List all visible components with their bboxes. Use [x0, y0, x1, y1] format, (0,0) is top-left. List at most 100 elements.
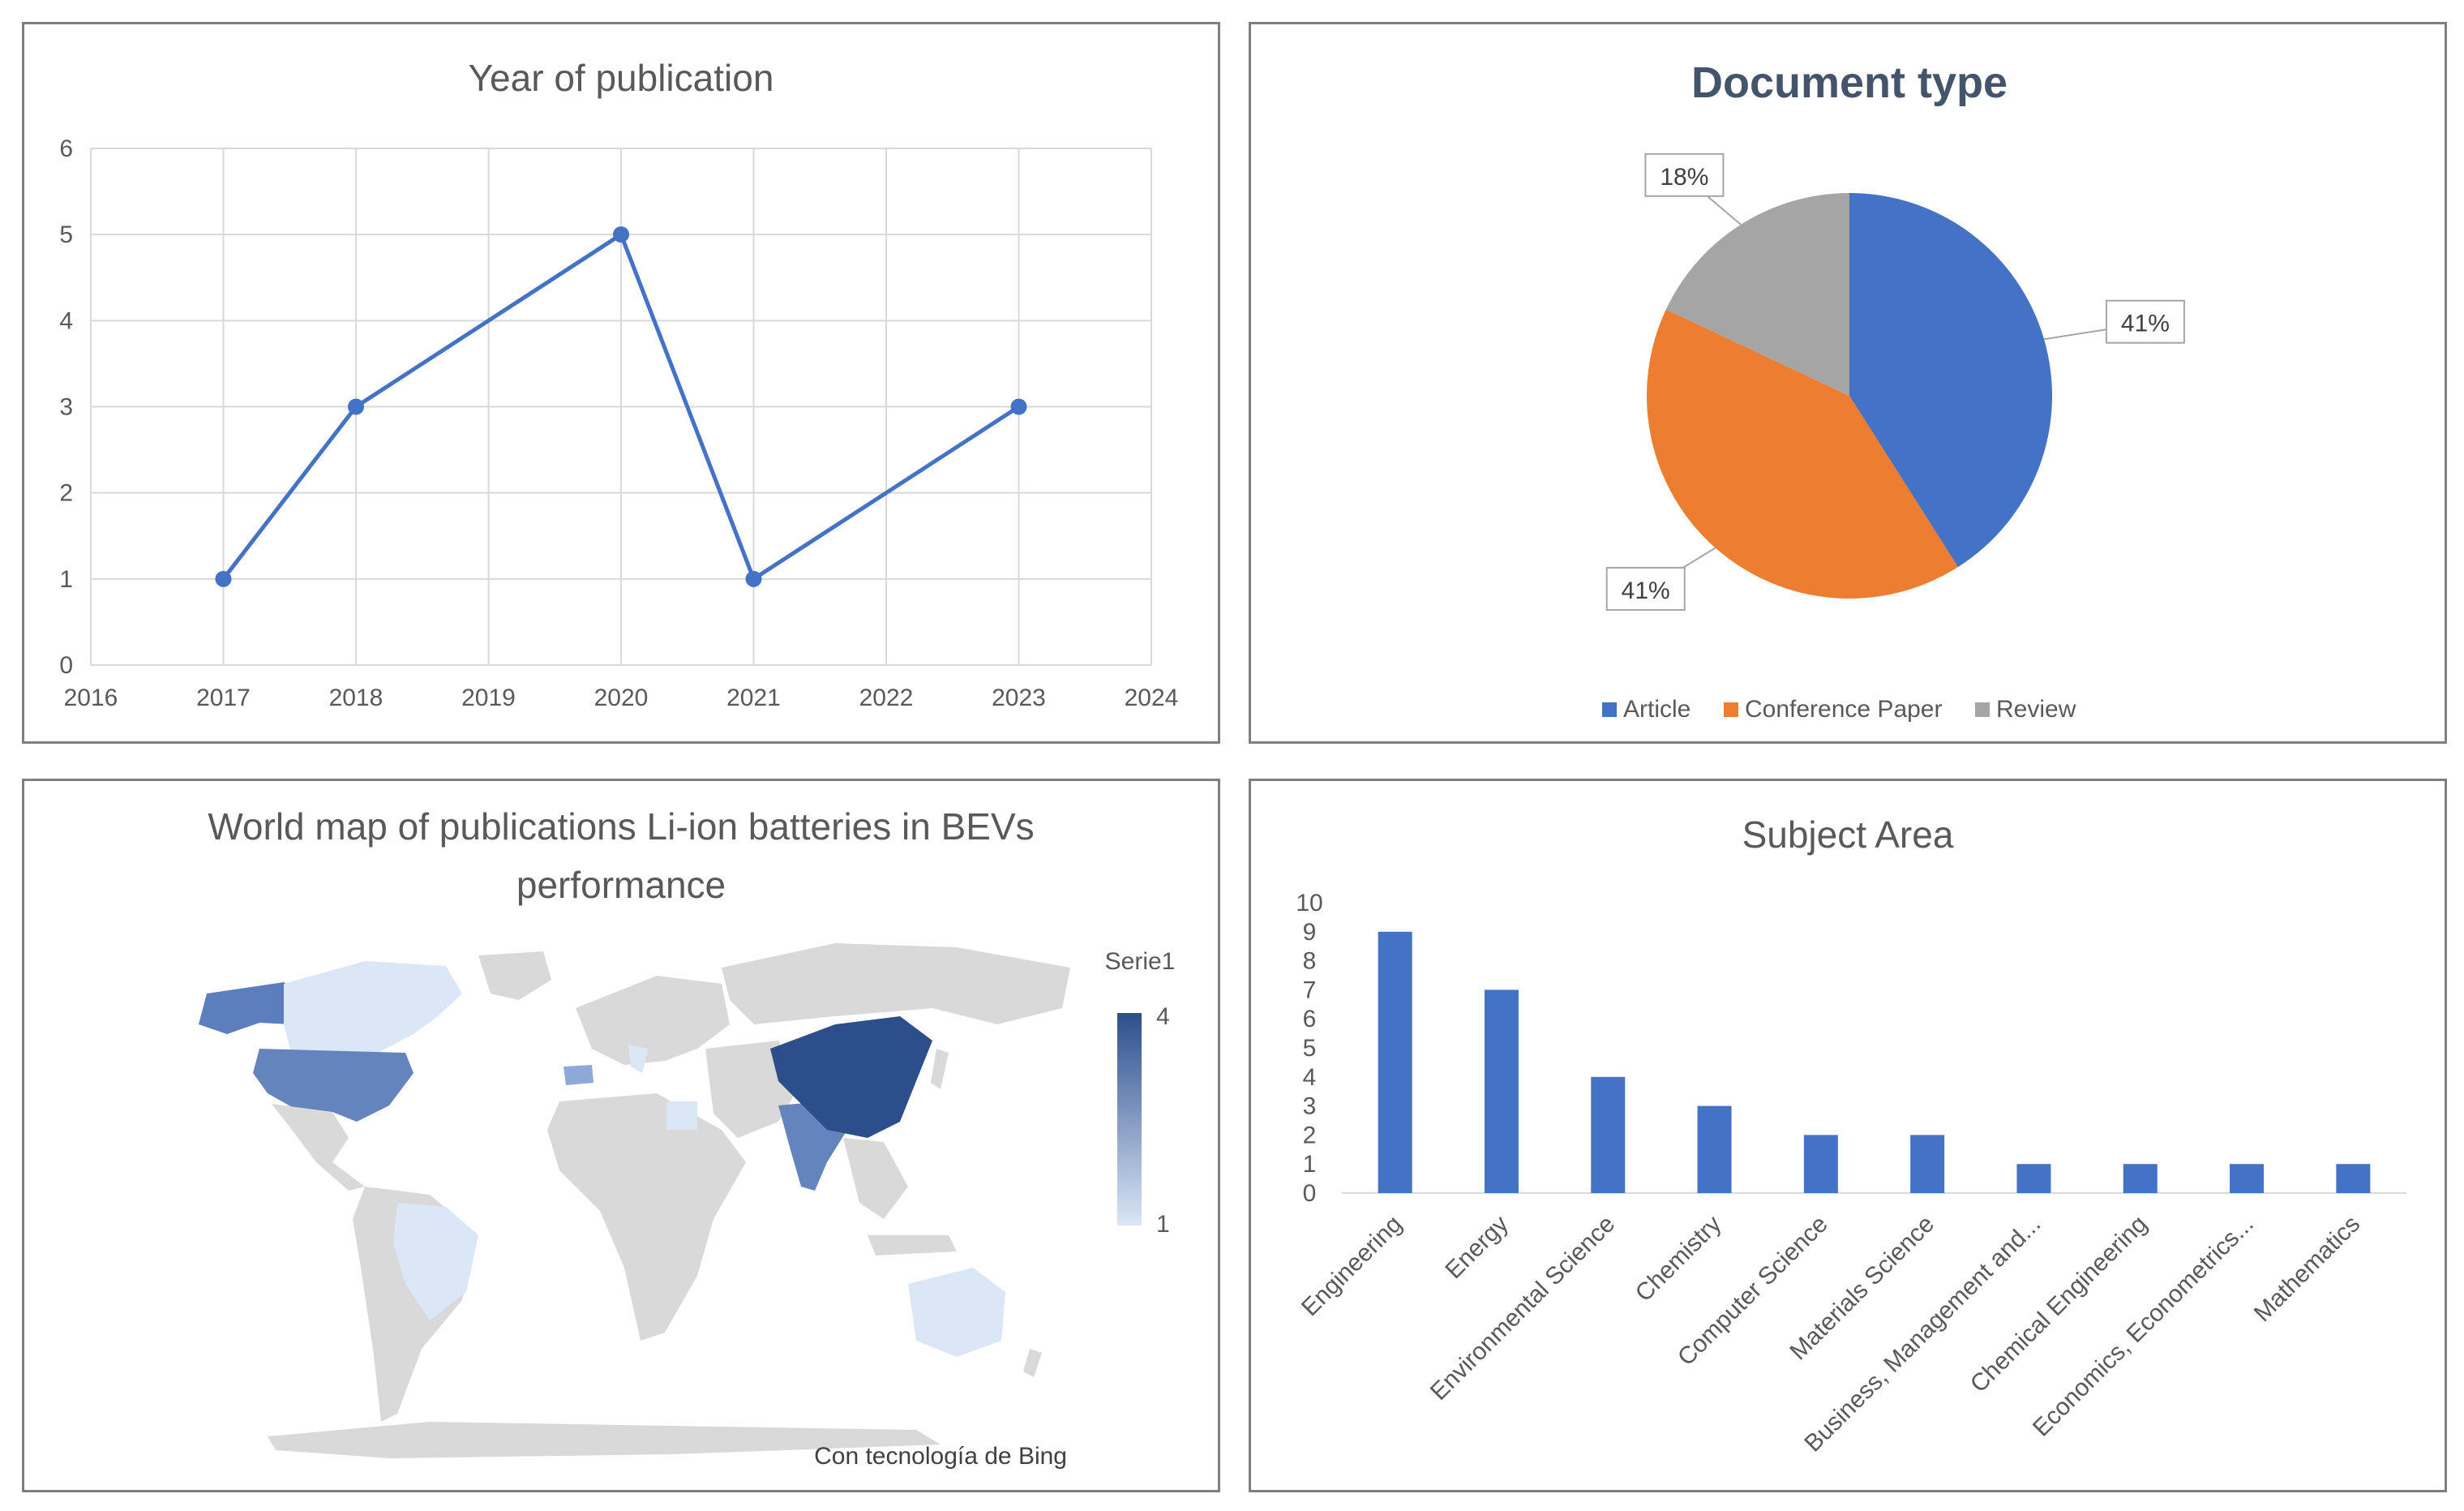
bar-6 — [2016, 1164, 2051, 1193]
pie-data-label: 41% — [1622, 577, 1670, 604]
africa-shape — [547, 1093, 746, 1341]
bar-2 — [1591, 1076, 1626, 1193]
indonesia-shape — [868, 1235, 957, 1256]
y-tick-label: 2 — [59, 480, 73, 507]
antarctica-shape — [268, 1422, 941, 1458]
y-tick-label: 4 — [59, 307, 73, 334]
x-tick-label: 2019 — [461, 685, 516, 711]
category-label: Energy — [1440, 1211, 1514, 1285]
data-point — [745, 570, 762, 587]
data-point — [613, 226, 629, 243]
y-tick-label: 2 — [1303, 1122, 1317, 1148]
pie-slice-0 — [1849, 193, 2052, 568]
bar-0 — [1378, 931, 1412, 1193]
map-title-line-1: World map of publications Li-ion batteri… — [208, 805, 1034, 848]
year-of-publication-panel: Year of publication 0 1 2 3 4 5 6 2016 2017 2018 2… — [22, 22, 1220, 744]
y-tick-label: 7 — [1303, 977, 1317, 1003]
pie-label-box — [2105, 299, 2185, 344]
y-tick-label: 5 — [1303, 1035, 1317, 1062]
x-tick-label: 2021 — [726, 685, 781, 711]
pie-label-box — [1644, 152, 1725, 197]
y-tick-label: 4 — [1303, 1064, 1317, 1091]
y-tick-label: 6 — [59, 135, 73, 162]
pie-data-label: 18% — [1660, 164, 1708, 191]
category-label: Chemical Engineering — [1965, 1211, 2153, 1398]
bar-8 — [2230, 1164, 2265, 1193]
bar-4 — [1803, 1135, 1838, 1193]
legend-swatch — [1975, 702, 1990, 717]
bar-1 — [1484, 989, 1519, 1193]
legend-swatch — [1602, 702, 1617, 717]
y-tick-label: 8 — [1303, 948, 1317, 975]
data-point — [215, 570, 232, 587]
legend-label: Review — [1996, 696, 2076, 723]
y-tick-label: 6 — [1303, 1006, 1317, 1032]
australia-shape — [908, 1268, 1005, 1357]
y-tick-label: 1 — [59, 566, 73, 593]
usa-shape — [253, 1049, 414, 1122]
subject-area-panel: Subject Area 0 1 2 3 4 5 6 7 8 9 10 Engineering Ene… — [1249, 779, 2447, 1492]
category-label: Economics, Econometrics... — [2028, 1211, 2259, 1442]
map-legend-min: 1 — [1156, 1211, 1170, 1238]
y-tick-label: 1 — [1303, 1151, 1317, 1178]
bar-7 — [2123, 1164, 2158, 1193]
bar-chart-title: Subject Area — [1742, 813, 1954, 856]
world-map-chart: World map of publications Li-ion batteri… — [199, 805, 1176, 1470]
x-tick-label: 2023 — [992, 685, 1046, 711]
pie-chart-title: Document type — [1691, 58, 2008, 107]
brazil-shape — [393, 1203, 478, 1320]
legend-swatch — [1724, 702, 1738, 717]
russia-shape — [722, 943, 1070, 1024]
bar-9 — [2336, 1164, 2371, 1193]
legend-label: Article — [1623, 696, 1691, 723]
x-tick-label: 2018 — [329, 685, 384, 711]
map-title-line-2: performance — [516, 864, 726, 906]
alaska-shape — [199, 982, 304, 1034]
data-point — [348, 398, 364, 415]
pie-slice-1 — [1647, 309, 1958, 599]
category-label: Business, Management and... — [1799, 1211, 2046, 1457]
document-type-panel: Document type 41% 41% 18% Article Conferenc… — [1249, 22, 2447, 744]
canada-shape — [284, 961, 462, 1055]
y-tick-label: 9 — [1303, 919, 1317, 946]
legend-label: Conference Paper — [1745, 696, 1943, 723]
category-label: Environmental Science — [1425, 1211, 1620, 1406]
mexico-shape — [272, 1104, 365, 1191]
europe-shape — [576, 976, 730, 1065]
x-tick-label: 2022 — [859, 685, 914, 711]
x-tick-label: 2016 — [64, 685, 118, 711]
category-label: Mathematics — [2249, 1211, 2366, 1328]
bar-5 — [1910, 1135, 1945, 1193]
line-chart-title: Year of publication — [469, 57, 774, 99]
category-label: Chemistry — [1631, 1211, 1727, 1307]
bar-3 — [1697, 1105, 1732, 1193]
y-tick-label: 0 — [1303, 1180, 1317, 1207]
x-tick-label: 2017 — [196, 685, 251, 711]
map-legend-title: Serie1 — [1105, 948, 1176, 975]
japan-shape — [931, 1049, 949, 1089]
map-legend-max: 4 — [1156, 1003, 1170, 1030]
egypt-shape — [666, 1101, 697, 1130]
world-map-shapes — [199, 943, 1070, 1458]
greenland-shape — [478, 951, 551, 1000]
spain-shape — [564, 1065, 594, 1085]
y-tick-label: 5 — [59, 221, 73, 248]
map-legend-scale — [1117, 1013, 1142, 1226]
data-point — [1010, 398, 1027, 415]
y-tick-label: 3 — [1303, 1093, 1317, 1120]
x-tick-label: 2020 — [594, 685, 649, 711]
china-shape — [770, 1016, 932, 1138]
year-of-publication-chart: Year of publication 0 1 2 3 4 5 6 2016 2017 2018 2… — [59, 57, 1179, 711]
pie-label-box — [1605, 567, 1686, 612]
y-tick-label: 3 — [59, 394, 73, 421]
new-zealand-shape — [1023, 1349, 1042, 1377]
y-tick-label: 0 — [59, 652, 73, 679]
southeast-asia-shape — [843, 1138, 908, 1219]
world-map-panel: World map of publications Li-ion batteri… — [22, 779, 1220, 1492]
pie-data-label: 41% — [2121, 311, 2170, 337]
y-tick-label: 10 — [1296, 890, 1322, 916]
x-tick-label: 2024 — [1125, 685, 1179, 711]
category-label: Engineering — [1296, 1211, 1408, 1322]
map-credit: Con tecnología de Bing — [814, 1443, 1067, 1470]
